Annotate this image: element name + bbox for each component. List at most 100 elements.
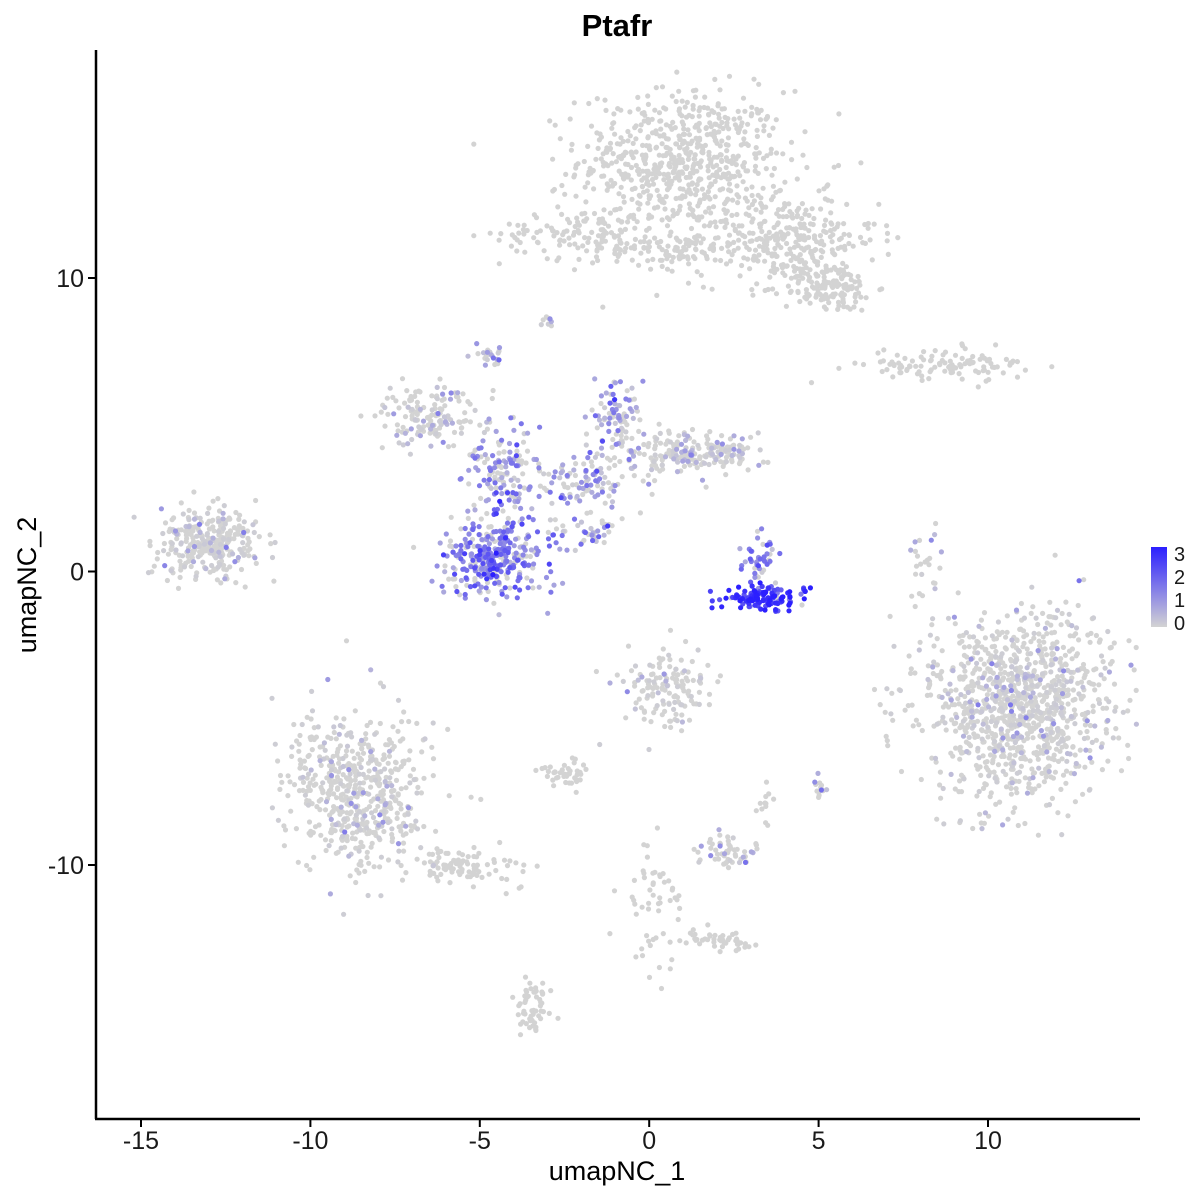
cell-point bbox=[441, 862, 447, 868]
cell-point bbox=[355, 751, 361, 757]
cell-point bbox=[913, 563, 920, 569]
cell-point bbox=[981, 610, 988, 616]
cell-point bbox=[383, 742, 389, 748]
cell-point bbox=[647, 662, 653, 668]
cell-point bbox=[692, 156, 698, 162]
cell-point bbox=[401, 709, 407, 715]
cell-point bbox=[359, 746, 365, 752]
cell-point bbox=[598, 393, 605, 399]
cell-point bbox=[639, 946, 645, 952]
cell-point bbox=[897, 370, 903, 376]
cell-point bbox=[1018, 600, 1024, 607]
cell-point bbox=[549, 480, 555, 486]
cell-point bbox=[697, 164, 704, 170]
cell-point bbox=[1048, 774, 1054, 780]
cell-point bbox=[1058, 622, 1064, 628]
cell-point bbox=[916, 537, 923, 544]
cell-point bbox=[970, 359, 976, 365]
cell-point bbox=[1000, 675, 1007, 681]
cell-point bbox=[409, 436, 415, 443]
cell-point bbox=[1008, 683, 1014, 689]
cell-point bbox=[1116, 735, 1122, 741]
cell-point bbox=[983, 378, 989, 384]
cell-point bbox=[291, 721, 297, 728]
cell-point bbox=[190, 559, 197, 565]
cell-point bbox=[954, 714, 960, 721]
cell-point bbox=[913, 363, 919, 369]
cell-point bbox=[695, 203, 701, 209]
cell-point bbox=[571, 516, 578, 522]
cell-point bbox=[484, 456, 490, 462]
cell-point bbox=[730, 174, 737, 180]
cell-point bbox=[161, 548, 167, 554]
cell-point bbox=[496, 261, 502, 267]
cell-point bbox=[662, 206, 668, 212]
cell-point bbox=[1069, 646, 1075, 652]
cell-point bbox=[723, 164, 729, 171]
cell-point bbox=[659, 263, 665, 269]
cell-point bbox=[484, 862, 490, 868]
cell-point bbox=[957, 756, 963, 762]
cell-point bbox=[650, 671, 656, 677]
cell-point bbox=[635, 677, 641, 683]
cell-point bbox=[991, 364, 998, 370]
cell-point bbox=[1007, 702, 1014, 708]
cell-point bbox=[497, 541, 503, 547]
cell-point bbox=[497, 463, 504, 469]
cell-point bbox=[598, 465, 604, 472]
cell-point bbox=[551, 474, 557, 480]
cell-point bbox=[588, 123, 595, 129]
cell-point bbox=[760, 459, 767, 465]
cell-point bbox=[940, 785, 946, 792]
cell-point bbox=[516, 230, 522, 236]
cell-point bbox=[689, 426, 696, 433]
cell-point bbox=[304, 862, 310, 869]
cell-point bbox=[958, 772, 965, 778]
cell-point bbox=[509, 232, 515, 238]
cell-point bbox=[970, 825, 976, 832]
cell-point bbox=[1010, 358, 1016, 364]
cell-point bbox=[623, 435, 629, 441]
cell-point bbox=[685, 127, 691, 133]
cell-point bbox=[1035, 756, 1041, 762]
cell-point bbox=[717, 934, 724, 940]
cell-point bbox=[1064, 735, 1070, 742]
cell-point bbox=[708, 220, 714, 226]
cell-point bbox=[654, 703, 660, 709]
cell-point bbox=[190, 527, 196, 533]
cell-point bbox=[357, 780, 363, 786]
cell-point bbox=[390, 724, 396, 730]
cell-point bbox=[984, 696, 990, 703]
cell-point bbox=[978, 772, 984, 779]
cell-point bbox=[723, 217, 729, 223]
cell-point bbox=[557, 242, 563, 248]
cell-point bbox=[221, 566, 227, 572]
cell-point bbox=[712, 178, 718, 184]
cell-point bbox=[380, 756, 386, 763]
cell-point bbox=[1093, 632, 1099, 639]
cell-point bbox=[1133, 721, 1139, 727]
cell-point bbox=[631, 396, 638, 402]
cell-point bbox=[957, 818, 964, 824]
cell-point bbox=[614, 258, 620, 264]
cell-point bbox=[1044, 631, 1050, 637]
cell-point bbox=[599, 236, 605, 242]
cell-point bbox=[507, 540, 513, 546]
cell-point bbox=[928, 692, 934, 698]
cell-point bbox=[465, 874, 471, 880]
cell-point bbox=[565, 500, 571, 506]
cell-point bbox=[623, 245, 629, 251]
cell-point bbox=[830, 232, 836, 238]
cell-point bbox=[644, 188, 650, 194]
cell-point bbox=[939, 694, 945, 701]
cell-point bbox=[769, 251, 775, 257]
cell-point bbox=[407, 451, 413, 457]
cell-point bbox=[1061, 683, 1067, 689]
cell-point bbox=[731, 446, 737, 452]
cell-point bbox=[343, 748, 350, 754]
cell-point bbox=[1040, 610, 1046, 617]
cell-point bbox=[618, 219, 625, 225]
cell-point bbox=[565, 766, 571, 772]
cell-point bbox=[220, 516, 226, 522]
cell-point bbox=[498, 569, 504, 575]
